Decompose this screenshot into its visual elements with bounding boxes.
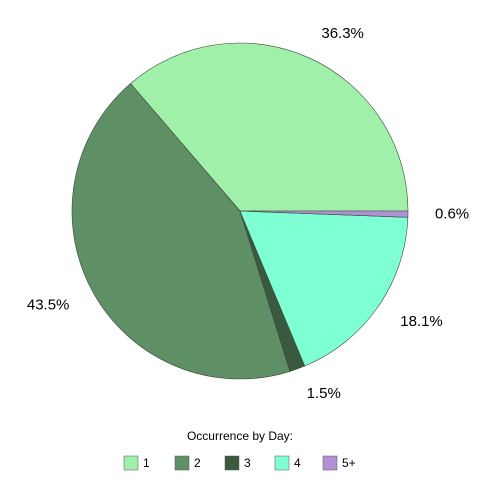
pie-slice — [130, 42, 409, 212]
legend-label: 1 — [143, 456, 150, 470]
data-label: 36.3% — [321, 25, 364, 42]
data-label: 18.1% — [400, 313, 443, 330]
pie-slice — [239, 210, 409, 218]
legend-label: 4 — [294, 456, 301, 470]
pie-slice — [239, 210, 409, 367]
pie-slice — [71, 83, 291, 380]
data-label: 43.5% — [27, 296, 70, 313]
legend-swatch — [322, 455, 338, 471]
legend-title: Occurrence by Day: — [187, 429, 293, 443]
legend-label: 5+ — [342, 456, 356, 470]
legend-label: 3 — [244, 456, 251, 470]
data-label: 0.6% — [435, 206, 469, 223]
legend-swatch — [123, 455, 139, 471]
legend-swatch — [174, 455, 190, 471]
data-label: 1.5% — [307, 385, 341, 402]
legend-swatch — [274, 455, 290, 471]
legend-swatch — [224, 455, 240, 471]
legend-label: 2 — [194, 456, 201, 470]
